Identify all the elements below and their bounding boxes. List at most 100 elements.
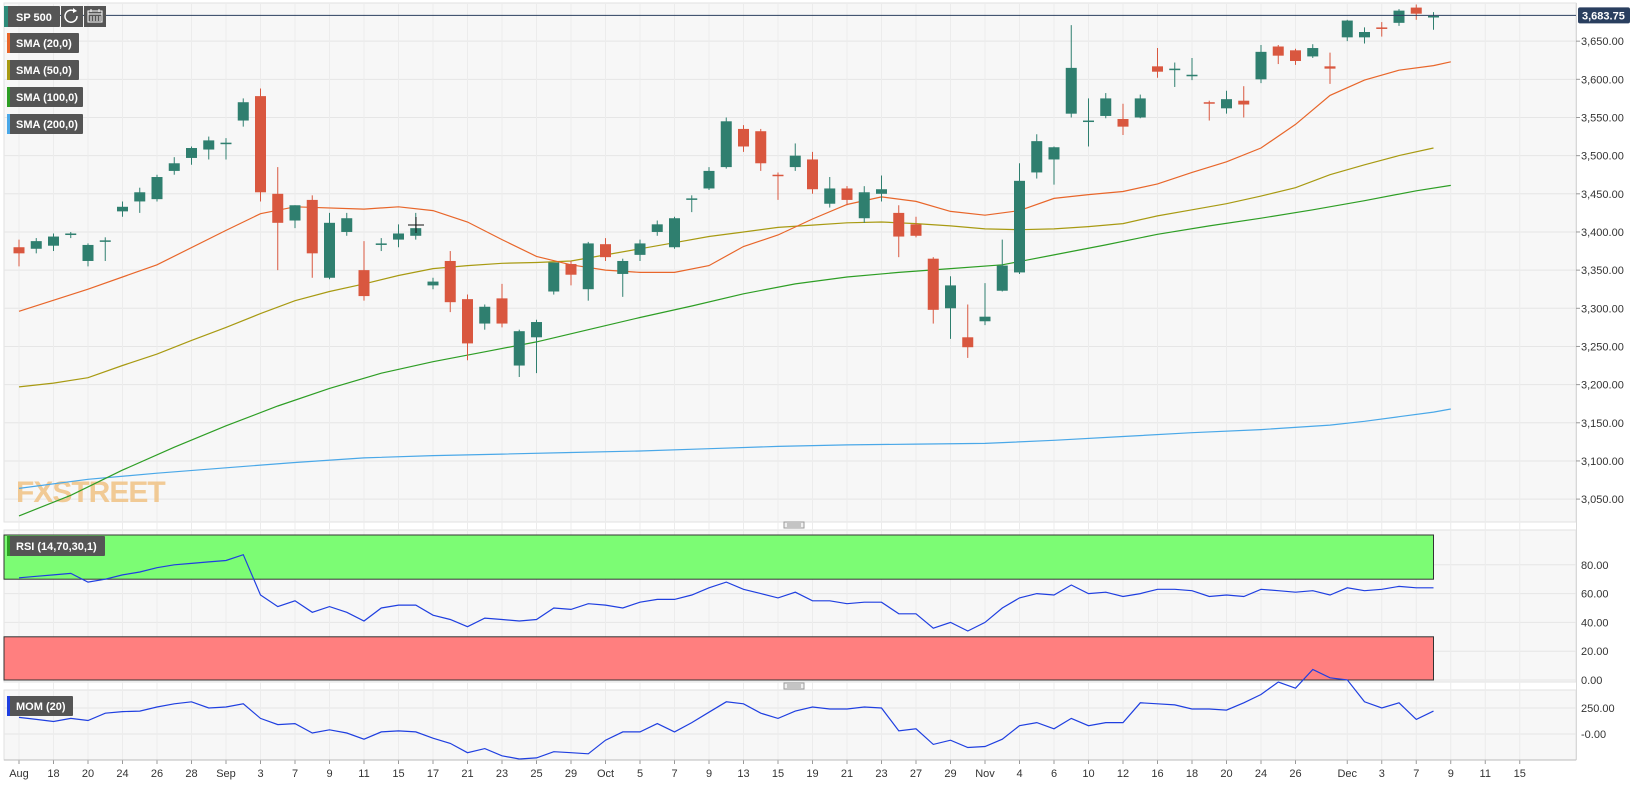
sma-20-line [18,61,1451,312]
candle-up [651,220,663,236]
candle-up [548,262,560,295]
candle-body [1186,74,1198,77]
candle-down [910,216,922,238]
fxstreet-watermark: FXSTREET [16,476,165,509]
x-tick-label: 15 [772,768,784,780]
legend-sma-200[interactable]: SMA (200,0) [7,114,83,134]
candle-down [600,238,611,261]
candle-up [237,98,249,127]
candle-up [375,238,387,252]
y-tick-label: 3,150.00 [1581,418,1624,430]
resize-handle-rsi[interactable] [783,521,805,529]
candle-up [1255,44,1267,84]
x-tick-label: 9 [706,768,712,780]
legend-sma-20[interactable]: SMA (20,0) [7,33,79,53]
last-price-value: 3,683.75 [1582,10,1625,22]
x-tick-label: 18 [47,768,59,780]
candle-down [1152,48,1163,78]
candle-body [772,174,784,177]
x-tick-label: 28 [185,768,197,780]
y-tick-label: 3,600.00 [1581,74,1624,86]
candle-down [444,251,456,313]
candle-up [945,276,956,339]
candle-up [876,175,887,202]
candle-body [755,131,767,164]
legend-mom[interactable]: MOM (20) [7,696,73,716]
calendar-icon [87,9,103,23]
candle-body [1048,147,1060,160]
candle-down [807,151,818,194]
x-tick-label: 3 [1379,768,1385,780]
x-tick-label: 15 [1514,768,1526,780]
refresh-button[interactable] [61,6,83,27]
candle-body [720,121,732,168]
candle-body [496,298,508,324]
x-tick-label: 24 [1255,768,1267,780]
candle-body [30,241,42,249]
legend-sma-50[interactable]: SMA (50,0) [7,60,79,80]
candle-up [117,201,128,217]
candle-body [13,247,25,254]
candle-body [1203,102,1215,104]
candle-body [151,177,163,200]
candle-down [841,186,853,206]
rsi-tick-label: 0.00 [1581,675,1602,687]
candle-up [669,216,680,249]
candle-up [1065,25,1077,118]
x-tick-label: 7 [671,768,677,780]
candle-body [358,270,370,297]
x-tick-label: Sep [216,768,236,780]
legend-sma-100[interactable]: SMA (100,0) [7,87,83,107]
candles [13,4,1439,377]
candle-body [979,316,991,322]
mom-tick-label: 250.00 [1581,703,1615,715]
candle-down [306,195,318,278]
candle-body [582,243,594,290]
candle-up [824,177,836,208]
candle-body [893,212,905,237]
candle-up [513,329,525,377]
candle-up [1031,134,1043,179]
y-tick-label: 3,350.00 [1581,265,1624,277]
candle-body [1152,66,1163,72]
y-axis-ticks: 3,050.00 3,100.00 3,150.00 3,200.00 3,250.00… [1576,36,1624,741]
candle-up [1134,94,1146,119]
candle-body [789,155,801,168]
rsi-tick-label: 60.00 [1581,589,1609,601]
candle-body [1117,119,1129,127]
candle-body [1134,98,1146,118]
x-tick-label: Dec [1337,768,1357,780]
legend-rsi[interactable]: RSI (14,70,30,1) [7,536,105,556]
candle-down [962,304,974,358]
candle-down [1117,103,1129,136]
x-tick-label: 10 [1082,768,1094,780]
legend-sma-50-label: SMA (50,0) [16,65,72,77]
x-tick-label: 21 [841,768,853,780]
x-tick-label: 27 [910,768,922,780]
resize-handle-mom[interactable] [783,682,805,690]
candle-up [1048,146,1060,185]
candle-down [13,239,25,267]
x-tick-label: 26 [1289,768,1301,780]
x-tick-label: 13 [737,768,749,780]
candle-up [531,319,542,374]
candle-up [1221,90,1232,114]
x-tick-label: 4 [1016,768,1022,780]
candle-down [1410,4,1422,20]
candle-body [306,199,318,254]
candle-up [617,258,629,297]
candle-body [462,299,473,344]
y-tick-label: 3,550.00 [1581,112,1624,124]
x-tick-label: 7 [292,768,298,780]
candle-body [1324,66,1336,69]
candle-down [927,257,939,324]
y-tick-label: 3,050.00 [1581,494,1624,506]
candle-body [289,205,301,221]
x-tick-label: 29 [565,768,577,780]
calendar-button[interactable] [84,6,106,27]
candle-up [203,136,215,160]
candle-up [634,239,646,261]
candle-body [531,322,542,338]
rsi-oversold-zone [3,636,1434,681]
candle-body [565,264,577,275]
